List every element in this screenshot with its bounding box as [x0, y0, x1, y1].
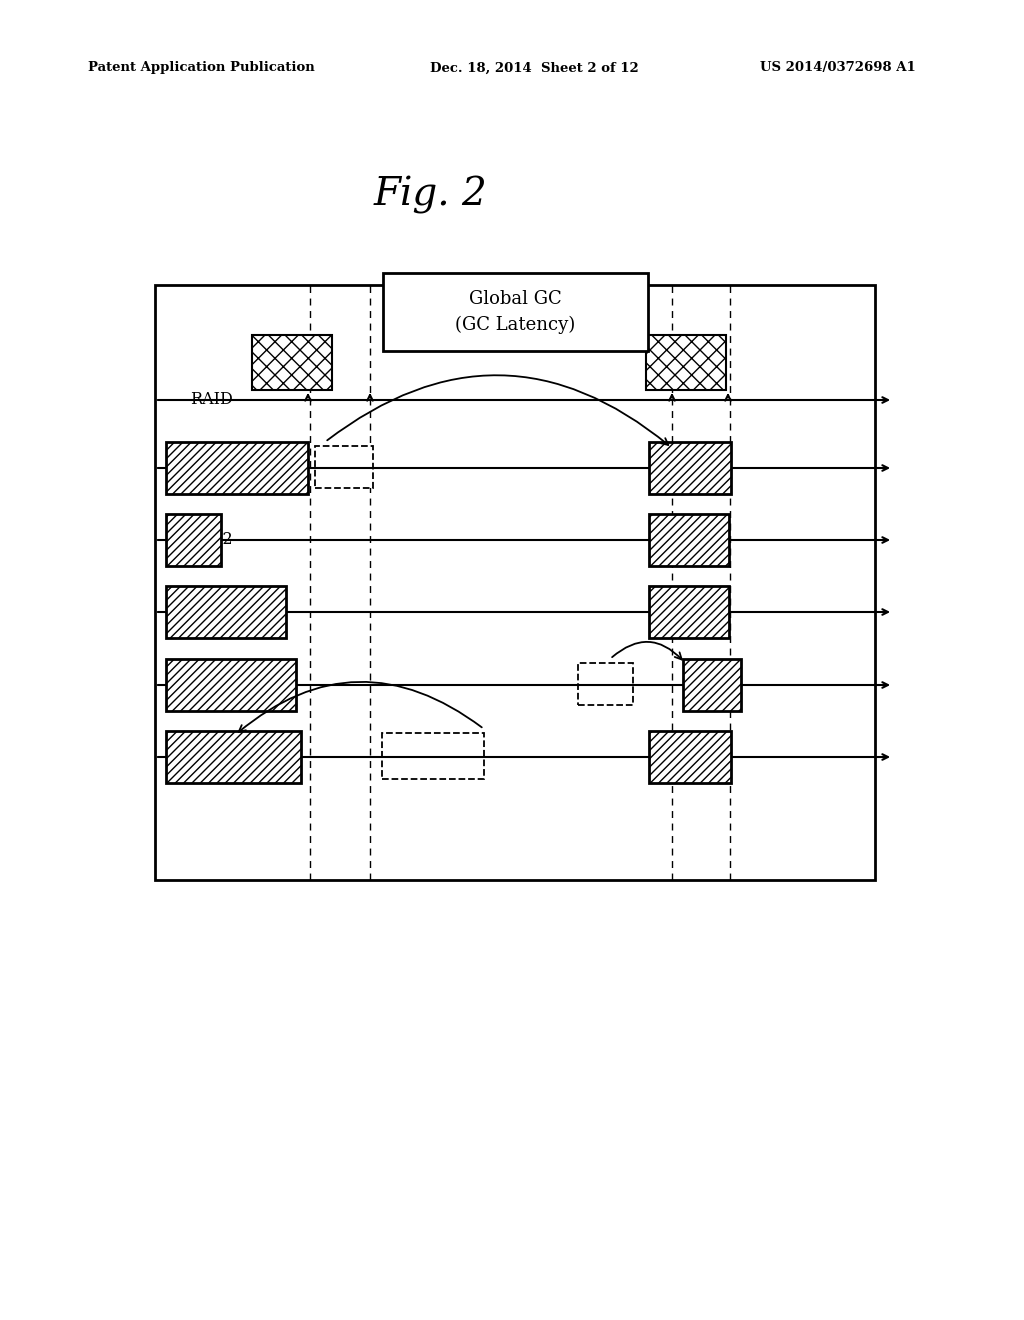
- Bar: [646, 335, 726, 389]
- Text: Global GC
(GC Latency): Global GC (GC Latency): [455, 290, 575, 334]
- Text: Fig. 2: Fig. 2: [373, 176, 486, 214]
- Bar: [383, 273, 647, 351]
- Bar: [166, 659, 296, 711]
- Bar: [649, 731, 731, 783]
- FancyArrowPatch shape: [328, 375, 669, 445]
- Text: US 2014/0372698 A1: US 2014/0372698 A1: [760, 62, 915, 74]
- Text: Dec. 18, 2014  Sheet 2 of 12: Dec. 18, 2014 Sheet 2 of 12: [430, 62, 639, 74]
- Bar: [649, 442, 731, 494]
- Text: SSD5: SSD5: [188, 748, 233, 766]
- Text: Patent Application Publication: Patent Application Publication: [88, 62, 314, 74]
- FancyArrowPatch shape: [612, 642, 682, 660]
- Bar: [166, 731, 301, 783]
- Bar: [166, 513, 221, 566]
- Bar: [382, 733, 484, 779]
- Bar: [683, 659, 741, 711]
- Bar: [166, 586, 286, 638]
- Bar: [578, 663, 633, 705]
- Bar: [649, 513, 729, 566]
- Bar: [252, 335, 332, 389]
- Bar: [649, 586, 729, 638]
- Text: SSD3: SSD3: [188, 603, 233, 620]
- Text: RAID: RAID: [190, 392, 233, 408]
- Bar: [166, 442, 308, 494]
- Text: SDD2: SDD2: [186, 532, 233, 549]
- Text: SSD4: SSD4: [188, 676, 233, 693]
- Bar: [155, 285, 874, 880]
- Bar: [315, 446, 373, 488]
- Text: SDD1: SDD1: [186, 459, 233, 477]
- FancyArrowPatch shape: [239, 682, 481, 731]
